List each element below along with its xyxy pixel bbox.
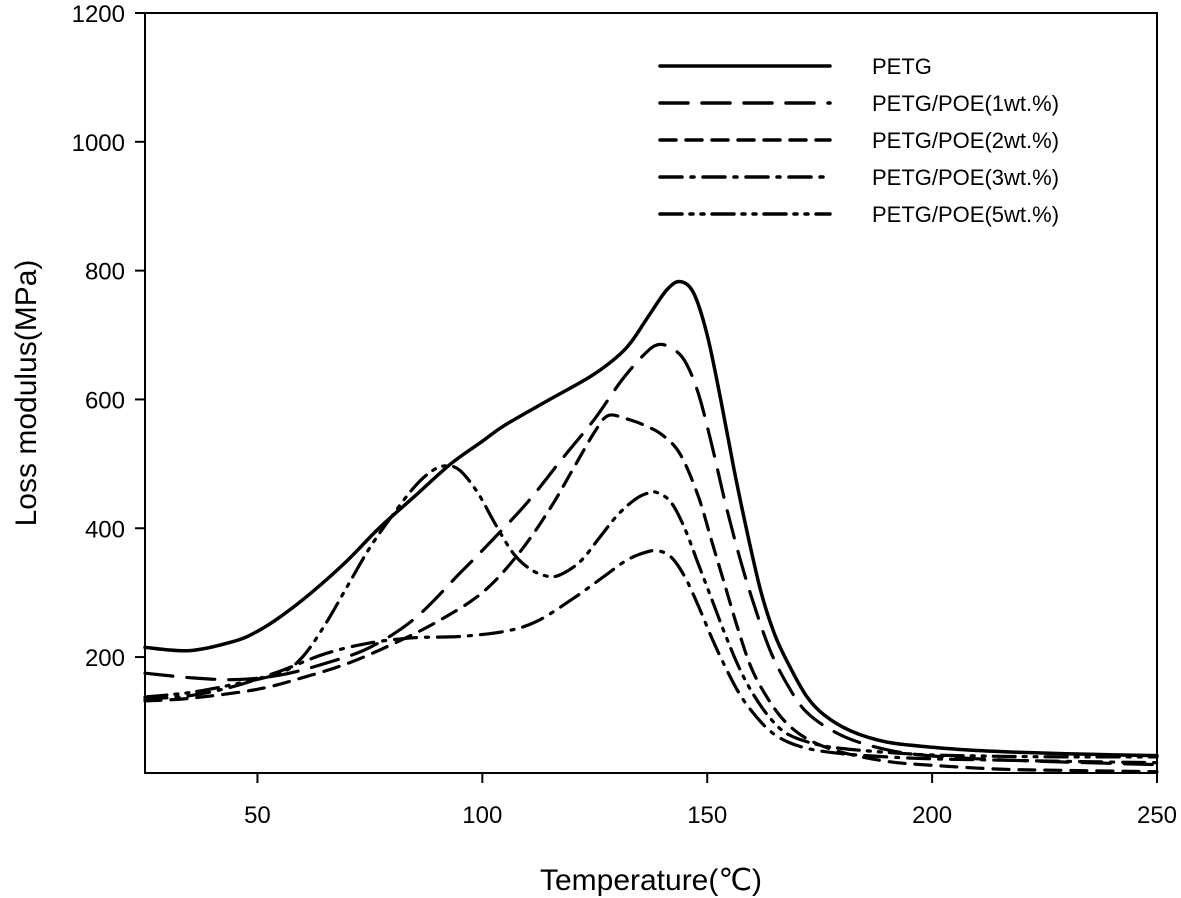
y-axis-title: Loss modulus(MPa) <box>10 260 43 527</box>
x-axis: 50 100 150 200 250 <box>244 773 1177 829</box>
x-tick-label: 150 <box>687 802 727 829</box>
x-tick-label: 200 <box>912 802 952 829</box>
x-tick-label: 250 <box>1137 802 1177 829</box>
y-tick-label: 600 <box>85 387 125 414</box>
y-tick-label: 1200 <box>72 1 125 28</box>
series-line-5 <box>143 464 1159 759</box>
plot-frame <box>144 12 1158 774</box>
y-tick-label: 200 <box>85 645 125 672</box>
legend-label: PETG/POE(3wt.%) <box>872 165 1059 190</box>
legend-label: PETG/POE(5wt.%) <box>872 202 1059 227</box>
series-line-3 <box>143 413 1159 774</box>
y-tick-label: 800 <box>85 259 125 286</box>
series-line-1 <box>143 279 1159 758</box>
x-axis-title: Temperature(℃) <box>540 864 762 897</box>
y-tick-label: 1000 <box>72 130 125 157</box>
series-line-4 <box>143 548 1159 765</box>
series-line-2 <box>143 342 1159 767</box>
legend-label: PETG/POE(1wt.%) <box>872 91 1059 116</box>
legend-label: PETG/POE(2wt.%) <box>872 128 1059 153</box>
series-group <box>143 279 1159 774</box>
y-tick-label: 400 <box>85 516 125 543</box>
y-axis: 200 400 600 800 1000 1200 <box>72 1 145 672</box>
legend: PETG PETG/POE(1wt.%) PETG/POE(2wt.%) PETG/P… <box>658 54 1059 227</box>
x-tick-label: 50 <box>244 802 271 829</box>
x-tick-label: 100 <box>462 802 502 829</box>
legend-label: PETG <box>872 54 932 79</box>
